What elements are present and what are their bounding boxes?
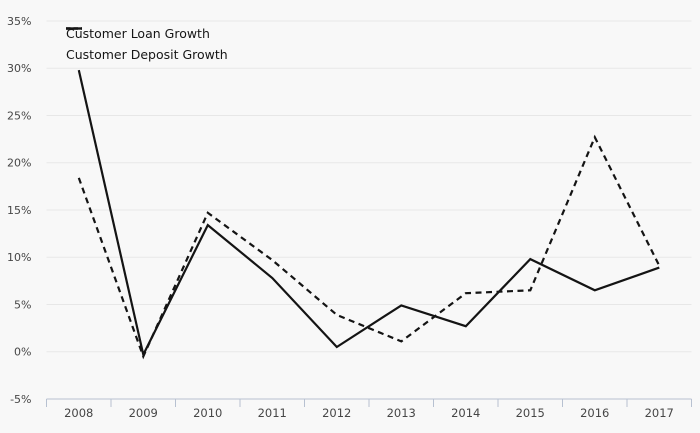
y-tick-label: 10% bbox=[7, 251, 31, 264]
x-tick-label: 2017 bbox=[645, 406, 674, 420]
dashed-line-swatch-icon bbox=[66, 27, 82, 30]
x-tick-label: 2012 bbox=[322, 406, 351, 420]
x-tick-label: 2009 bbox=[129, 406, 158, 420]
x-tick-label: 2016 bbox=[580, 406, 609, 420]
y-tick-label: 5% bbox=[14, 298, 31, 311]
y-tick-label: 20% bbox=[7, 157, 31, 170]
legend-label-loan-growth: Customer Loan Growth bbox=[66, 26, 210, 41]
y-tick-label: 30% bbox=[7, 62, 31, 75]
x-tick-label: 2015 bbox=[516, 406, 545, 420]
y-tick-label: 35% bbox=[7, 15, 31, 28]
x-tick-label: 2010 bbox=[193, 406, 222, 420]
y-tick-label: 15% bbox=[7, 204, 31, 217]
y-tick-label: -5% bbox=[10, 393, 31, 406]
y-tick-label: 25% bbox=[7, 109, 31, 122]
customer-deposit-growth-line bbox=[77, 134, 661, 360]
legend: Customer Loan Growth Customer Deposit Gr… bbox=[66, 26, 228, 62]
x-tick-label: 2008 bbox=[64, 406, 93, 420]
customer-loan-growth-line bbox=[77, 69, 660, 358]
x-tick-label: 2013 bbox=[387, 406, 416, 420]
legend-item-loan-growth: Customer Loan Growth bbox=[66, 26, 228, 41]
legend-item-deposit-growth: Customer Deposit Growth bbox=[66, 27, 228, 62]
x-tick-label: 2014 bbox=[451, 406, 480, 420]
legend-label-deposit-growth: Customer Deposit Growth bbox=[66, 47, 228, 62]
x-tick-label: 2011 bbox=[258, 406, 287, 420]
y-tick-label: 0% bbox=[14, 346, 31, 359]
